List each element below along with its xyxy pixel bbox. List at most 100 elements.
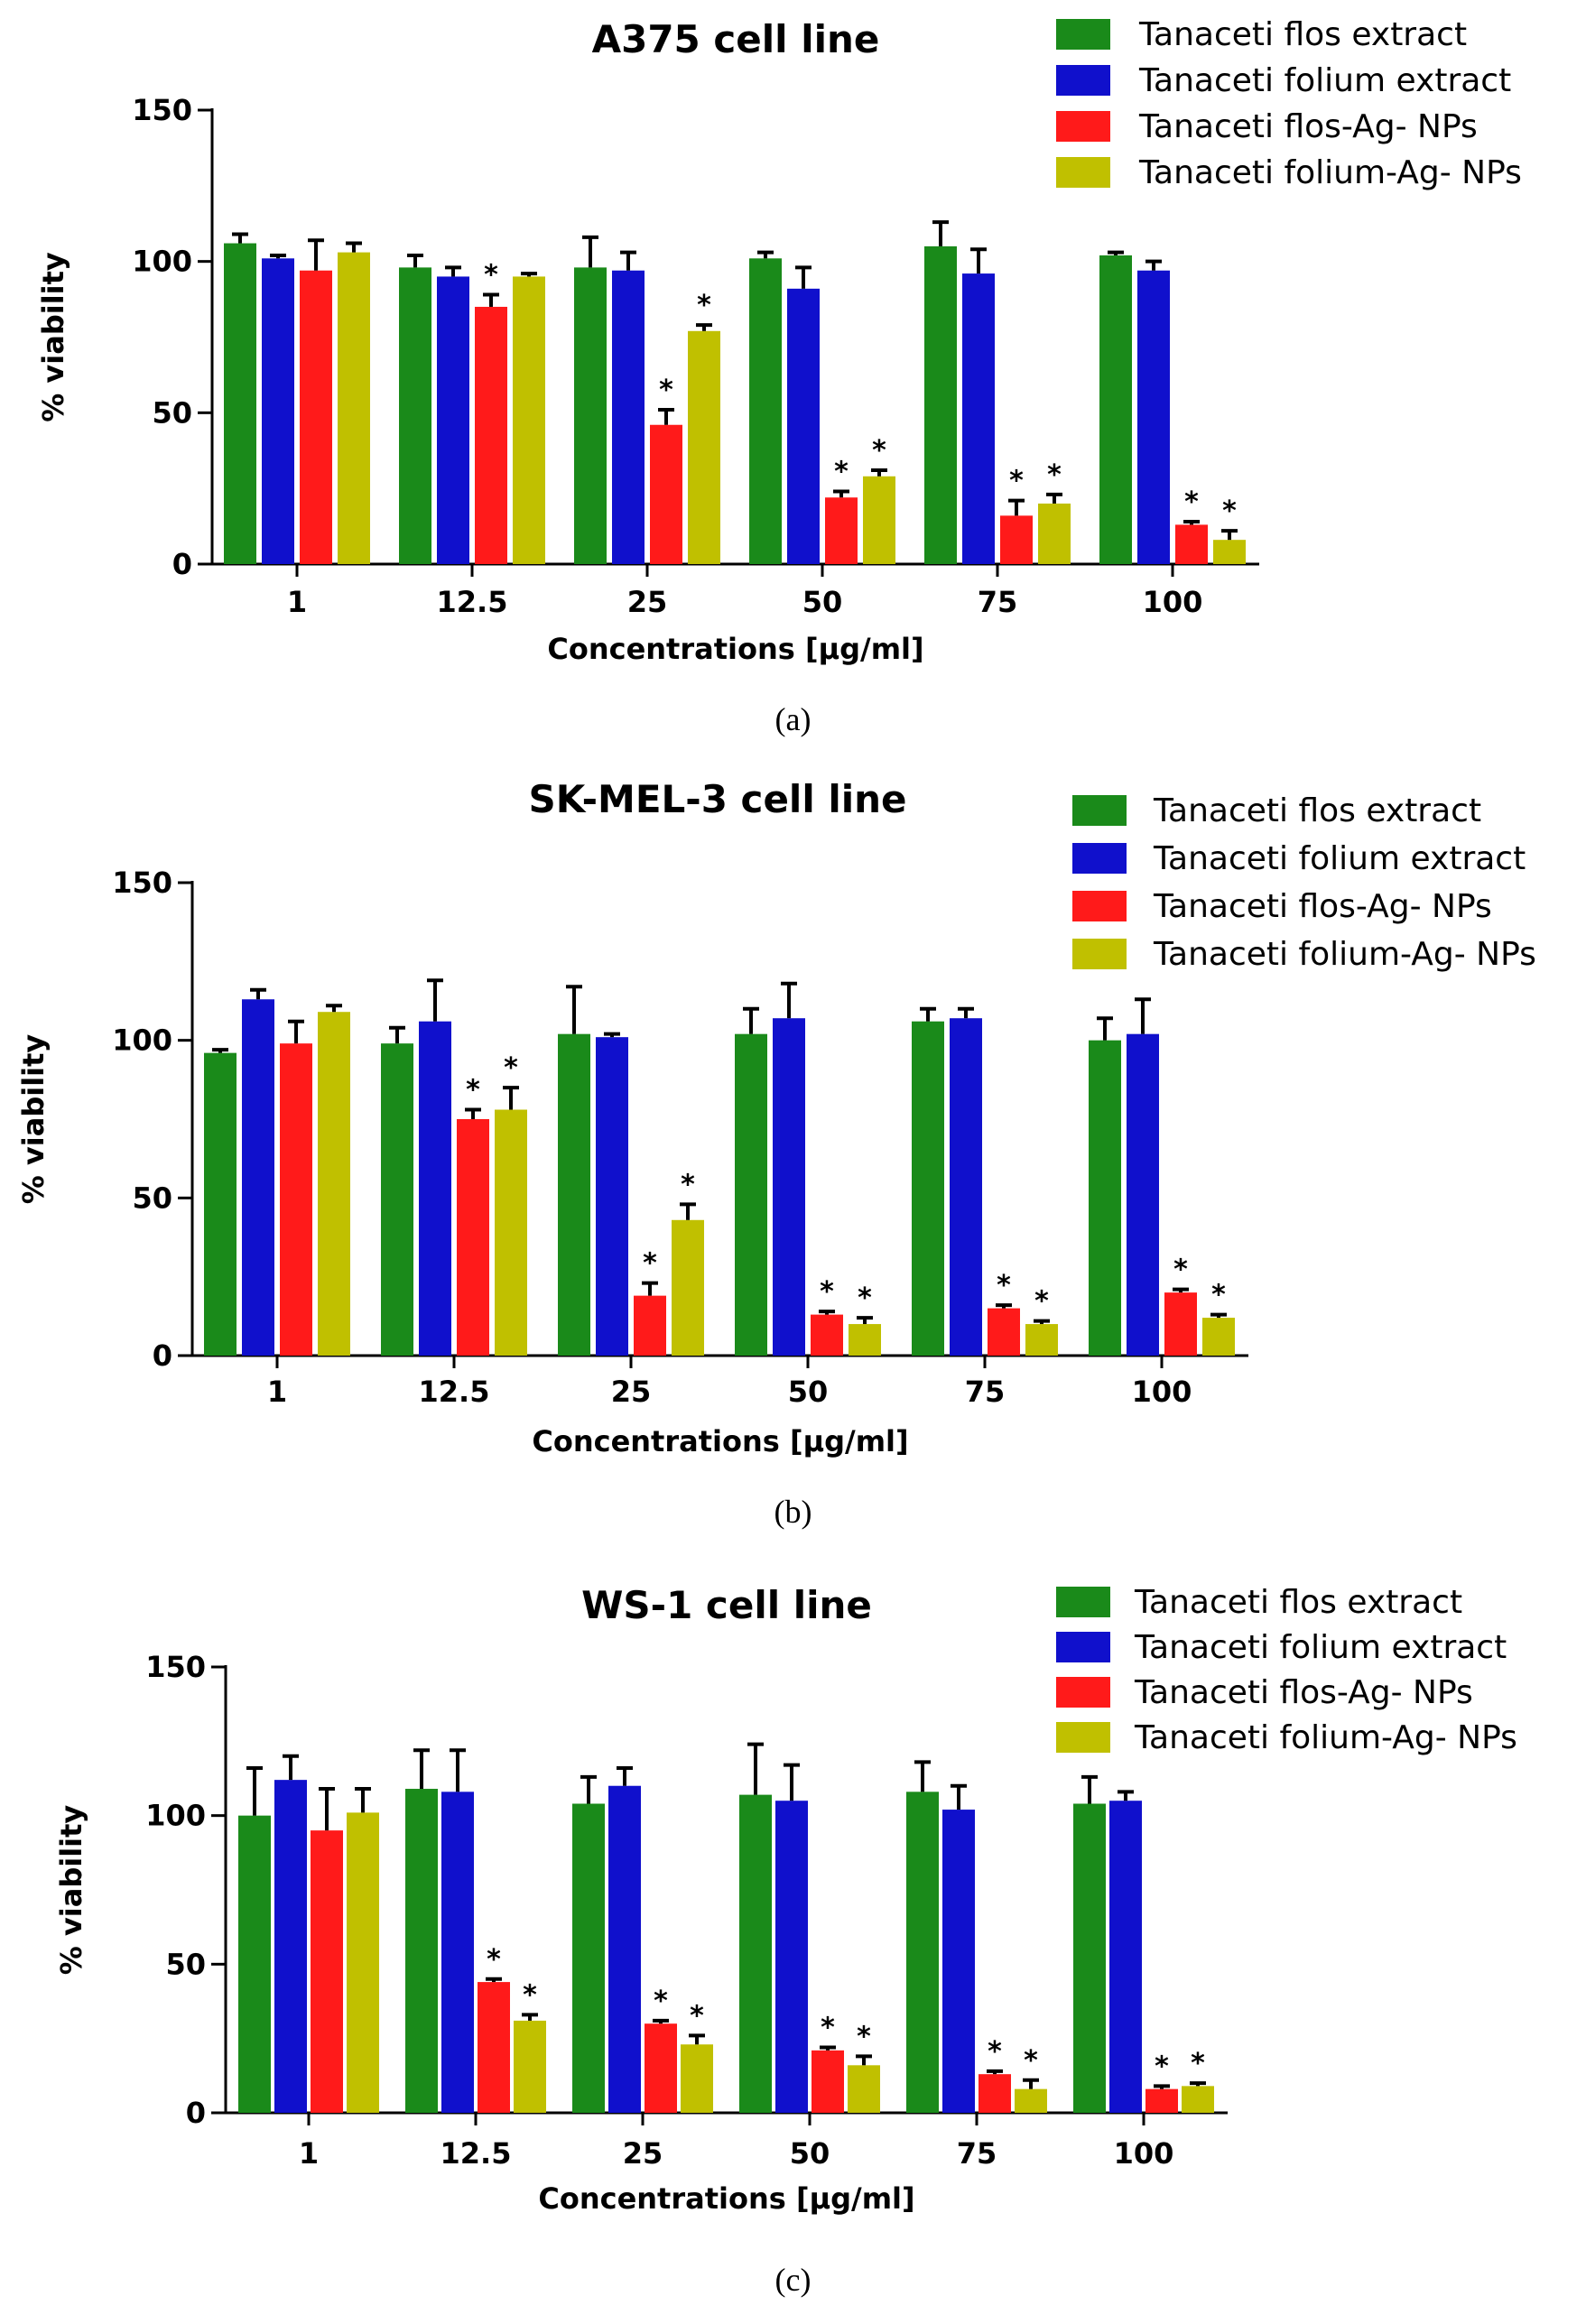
x-tick-label-c-1: 12.5 [441, 2136, 512, 2171]
chart-svg-c: WS-1 cell line 0 50 100 150 % viability 1 * * 12.… [54, 1583, 1517, 2216]
bar-b-0-3 [318, 1012, 350, 1356]
bar-b-0-0 [204, 1052, 237, 1356]
x-tick-label-a-5: 100 [1143, 585, 1203, 619]
legend-label-c-0: Tanaceti flos extract [1134, 1584, 1462, 1621]
y-tick-label-b-2: 100 [112, 1023, 172, 1058]
significance-star-b-3-2: * [820, 1276, 834, 1308]
significance-star-c-4-2: * [988, 2036, 1002, 2068]
panel-label-a: (a) [774, 701, 812, 737]
x-axis-label-a: Concentrations [μg/ml] [547, 632, 923, 666]
bar-b-4-1 [950, 1018, 982, 1356]
bar-b-5-0 [1089, 1040, 1121, 1356]
bar-a-0-2 [300, 270, 332, 564]
bar-c-2-3 [681, 2044, 713, 2113]
bar-b-3-2 [811, 1314, 843, 1356]
y-tick-label-a-2: 100 [132, 245, 192, 279]
y-tick-label-c-2: 100 [145, 1799, 206, 1833]
bar-c-5-1 [1109, 1801, 1142, 2113]
significance-star-a-1-2: * [484, 260, 498, 292]
legend-label-b-2: Tanaceti flos-Ag- NPs [1153, 888, 1492, 925]
legend-swatch-b-0 [1072, 795, 1127, 826]
legend-swatch-c-2 [1056, 1677, 1110, 1708]
bar-c-1-2 [478, 1982, 510, 2113]
bar-c-3-2 [812, 2050, 844, 2113]
x-tick-label-c-3: 50 [790, 2136, 830, 2171]
legend-swatch-b-1 [1072, 843, 1127, 874]
significance-star-b-1-2: * [466, 1075, 480, 1106]
significance-star-a-3-2: * [834, 457, 849, 488]
bar-a-2-0 [574, 267, 607, 564]
chart-panel-a: A375 cell line 0 50 100 150 % viability 1 * 12.5… [0, 0, 1586, 767]
chart-panel-b: SK-MEL-3 cell line 0 50 100 150 % viability 1 *… [0, 767, 1586, 1534]
significance-star-b-1-3: * [504, 1052, 518, 1084]
bar-c-4-1 [942, 1810, 975, 2113]
significance-star-b-3-3: * [858, 1282, 872, 1314]
x-tick-label-a-4: 75 [978, 585, 1018, 619]
legend-label-b-1: Tanaceti folium extract [1153, 840, 1526, 877]
x-tick-label-a-0: 1 [287, 585, 307, 619]
y-tick-label-b-1: 50 [132, 1181, 172, 1215]
bar-b-1-0 [381, 1043, 413, 1356]
significance-star-a-5-2: * [1184, 486, 1199, 518]
legend-swatch-b-3 [1072, 939, 1127, 969]
legend-label-c-2: Tanaceti flos-Ag- NPs [1134, 1674, 1473, 1711]
bar-a-3-0 [749, 258, 782, 564]
significance-star-c-3-3: * [857, 2021, 871, 2052]
bar-a-2-3 [688, 330, 720, 564]
significance-star-a-4-2: * [1009, 466, 1024, 497]
significance-star-b-5-3: * [1211, 1280, 1226, 1311]
bar-b-3-3 [849, 1324, 881, 1356]
bar-b-4-0 [912, 1021, 944, 1356]
significance-star-c-2-3: * [690, 2000, 704, 2032]
bar-b-4-2 [988, 1308, 1020, 1356]
x-tick-label-c-0: 1 [299, 2136, 319, 2171]
x-tick-label-a-2: 25 [627, 585, 668, 619]
y-tick-label-b-0: 0 [153, 1338, 172, 1373]
significance-star-b-2-2: * [643, 1248, 657, 1280]
bar-c-3-0 [739, 1794, 772, 2113]
significance-star-b-2-3: * [681, 1169, 695, 1200]
bar-a-1-2 [475, 306, 507, 564]
legend-swatch-c-0 [1056, 1587, 1110, 1617]
x-axis-label-c: Concentrations [μg/ml] [538, 2181, 914, 2216]
x-tick-label-a-1: 12.5 [437, 585, 508, 619]
significance-star-c-1-2: * [487, 1944, 501, 1976]
chart-title-a: A375 cell line [592, 17, 880, 61]
bar-a-2-1 [612, 270, 645, 564]
significance-star-b-4-2: * [997, 1270, 1011, 1301]
bar-c-4-0 [906, 1792, 939, 2113]
x-axis-label-b: Concentrations [μg/ml] [532, 1424, 908, 1458]
bar-c-0-1 [274, 1780, 307, 2113]
y-tick-label-c-3: 150 [145, 1650, 206, 1684]
x-tick-label-b-3: 50 [788, 1375, 829, 1409]
bar-c-2-1 [608, 1785, 641, 2113]
x-tick-label-b-4: 75 [965, 1375, 1006, 1409]
legend-swatch-b-2 [1072, 891, 1127, 921]
bar-a-0-3 [338, 252, 370, 564]
bar-b-2-1 [596, 1037, 628, 1356]
bar-c-2-2 [645, 2023, 677, 2113]
legend-label-a-1: Tanaceti folium extract [1138, 62, 1511, 99]
y-tick-label-c-1: 50 [165, 1947, 206, 1981]
bar-c-5-3 [1182, 2086, 1214, 2113]
x-tick-label-c-5: 100 [1114, 2136, 1174, 2171]
bar-c-0-3 [347, 1812, 379, 2113]
chart-svg-b: SK-MEL-3 cell line 0 50 100 150 % viability 1 *… [16, 777, 1536, 1458]
legend-swatch-c-3 [1056, 1722, 1110, 1753]
bar-c-5-2 [1145, 2088, 1178, 2113]
significance-star-c-1-3: * [523, 1979, 537, 2011]
x-tick-label-b-0: 1 [267, 1375, 287, 1409]
bar-c-0-2 [311, 1830, 343, 2113]
legend-label-a-0: Tanaceti flos extract [1138, 16, 1467, 53]
significance-star-c-4-3: * [1024, 2045, 1038, 2077]
legend-label-b-0: Tanaceti flos extract [1153, 792, 1481, 829]
x-tick-label-b-1: 12.5 [419, 1375, 490, 1409]
y-axis-label-c: % viability [54, 1805, 88, 1976]
bar-b-5-3 [1202, 1318, 1235, 1356]
significance-star-a-5-3: * [1222, 495, 1237, 527]
bar-a-1-0 [399, 267, 431, 564]
x-tick-label-b-5: 100 [1132, 1375, 1192, 1409]
legend-label-b-3: Tanaceti folium-Ag- NPs [1153, 936, 1536, 973]
legend-swatch-a-1 [1056, 65, 1110, 96]
bar-a-4-3 [1038, 503, 1071, 564]
